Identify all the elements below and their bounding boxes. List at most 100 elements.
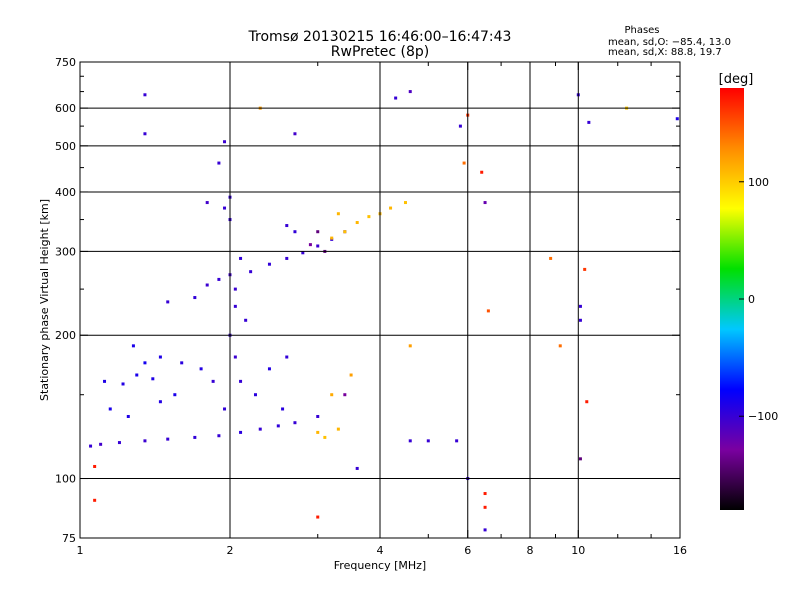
data-point <box>217 434 221 438</box>
data-point <box>483 492 487 496</box>
data-point <box>578 318 582 322</box>
data-point <box>367 215 371 219</box>
y-tick-label: 200 <box>55 329 76 342</box>
data-point <box>121 382 125 386</box>
data-point <box>126 414 130 418</box>
x-axis-ticks: 1 2 4 6 8 10 16 <box>77 62 687 557</box>
y-tick-label: 400 <box>55 186 76 199</box>
data-points <box>89 90 679 532</box>
data-point <box>99 442 103 446</box>
data-point <box>394 96 398 100</box>
x-tick-label: 2 <box>227 544 234 557</box>
data-point <box>244 318 248 322</box>
x-tick-label: 6 <box>464 544 471 557</box>
data-point <box>143 132 147 136</box>
grid <box>80 62 680 538</box>
data-point <box>285 355 289 359</box>
y-tick-label: 500 <box>55 140 76 153</box>
data-point <box>233 355 237 359</box>
x-tick-label: 8 <box>527 544 534 557</box>
data-point <box>330 236 334 240</box>
colorbar-tick-label: 100 <box>748 176 769 189</box>
data-point <box>233 287 237 291</box>
data-point <box>316 244 320 248</box>
stats-line-x: mean, sd,X: 88.8, 19.7 <box>608 47 722 58</box>
data-point <box>158 355 162 359</box>
data-point <box>343 230 347 234</box>
data-point <box>89 444 93 448</box>
data-point <box>166 437 170 441</box>
data-point <box>578 457 582 461</box>
data-point <box>293 230 297 234</box>
data-point <box>267 367 271 371</box>
data-point <box>585 400 589 404</box>
colorbar-label: [deg] <box>719 72 754 87</box>
data-point <box>205 283 209 287</box>
y-axis-ticks: 75 100 200 300 400 500 600 750 <box>55 56 680 545</box>
data-point <box>578 304 582 308</box>
colorbar-tick-label: 0 <box>748 293 755 306</box>
data-point <box>239 379 243 383</box>
data-point <box>151 377 155 381</box>
data-point <box>408 344 412 348</box>
data-point <box>93 498 97 502</box>
data-point <box>93 464 97 468</box>
data-point <box>316 515 320 519</box>
data-point <box>403 201 407 205</box>
data-point <box>131 344 135 348</box>
data-point <box>301 251 305 255</box>
data-point <box>193 435 197 439</box>
data-point <box>117 441 121 445</box>
data-point <box>486 309 490 313</box>
data-point <box>285 224 289 228</box>
data-point <box>483 528 487 532</box>
data-point <box>223 206 227 210</box>
data-point <box>239 430 243 434</box>
x-tick-label: 1 <box>77 544 84 557</box>
x-tick-label: 10 <box>571 544 585 557</box>
data-point <box>336 212 340 216</box>
x-tick-label: 16 <box>673 544 687 557</box>
data-point <box>233 304 237 308</box>
data-point <box>103 379 107 383</box>
data-point <box>349 373 353 377</box>
data-point <box>316 230 320 234</box>
data-point <box>549 256 553 260</box>
data-point <box>455 439 459 443</box>
data-point <box>217 277 221 281</box>
colorbar-ticks: 100 0 −100 <box>739 176 778 423</box>
chart-subtitle: RwPretec (8p) <box>331 44 429 60</box>
data-point <box>285 256 289 260</box>
data-point <box>135 373 139 377</box>
data-point <box>143 361 147 365</box>
data-point <box>480 170 484 174</box>
data-point <box>408 90 412 94</box>
data-point <box>587 120 591 124</box>
y-tick-label: 750 <box>55 56 76 69</box>
data-point <box>462 161 466 165</box>
data-point <box>173 393 177 397</box>
data-point <box>316 414 320 418</box>
data-point <box>193 296 197 300</box>
data-point <box>143 439 147 443</box>
data-point <box>199 367 203 371</box>
data-point <box>343 393 347 397</box>
data-point <box>223 140 227 144</box>
data-point <box>281 407 285 411</box>
data-point <box>166 300 170 304</box>
y-tick-label: 75 <box>62 532 76 545</box>
data-point <box>158 400 162 404</box>
data-point <box>211 379 215 383</box>
data-point <box>205 201 209 205</box>
data-point <box>389 206 393 210</box>
stats-line-o: mean, sd,O: −85.4, 13.0 <box>608 37 731 48</box>
data-point <box>675 117 679 121</box>
y-tick-label: 300 <box>55 245 76 258</box>
data-point <box>355 466 359 470</box>
data-point <box>108 407 112 411</box>
data-point <box>276 424 280 428</box>
chart-title: Tromsø 20130215 16:46:00–16:47:43 <box>248 29 512 45</box>
y-axis-label: Stationary phase Virtual Height [km] <box>38 199 51 401</box>
data-point <box>408 439 412 443</box>
data-point <box>223 407 227 411</box>
